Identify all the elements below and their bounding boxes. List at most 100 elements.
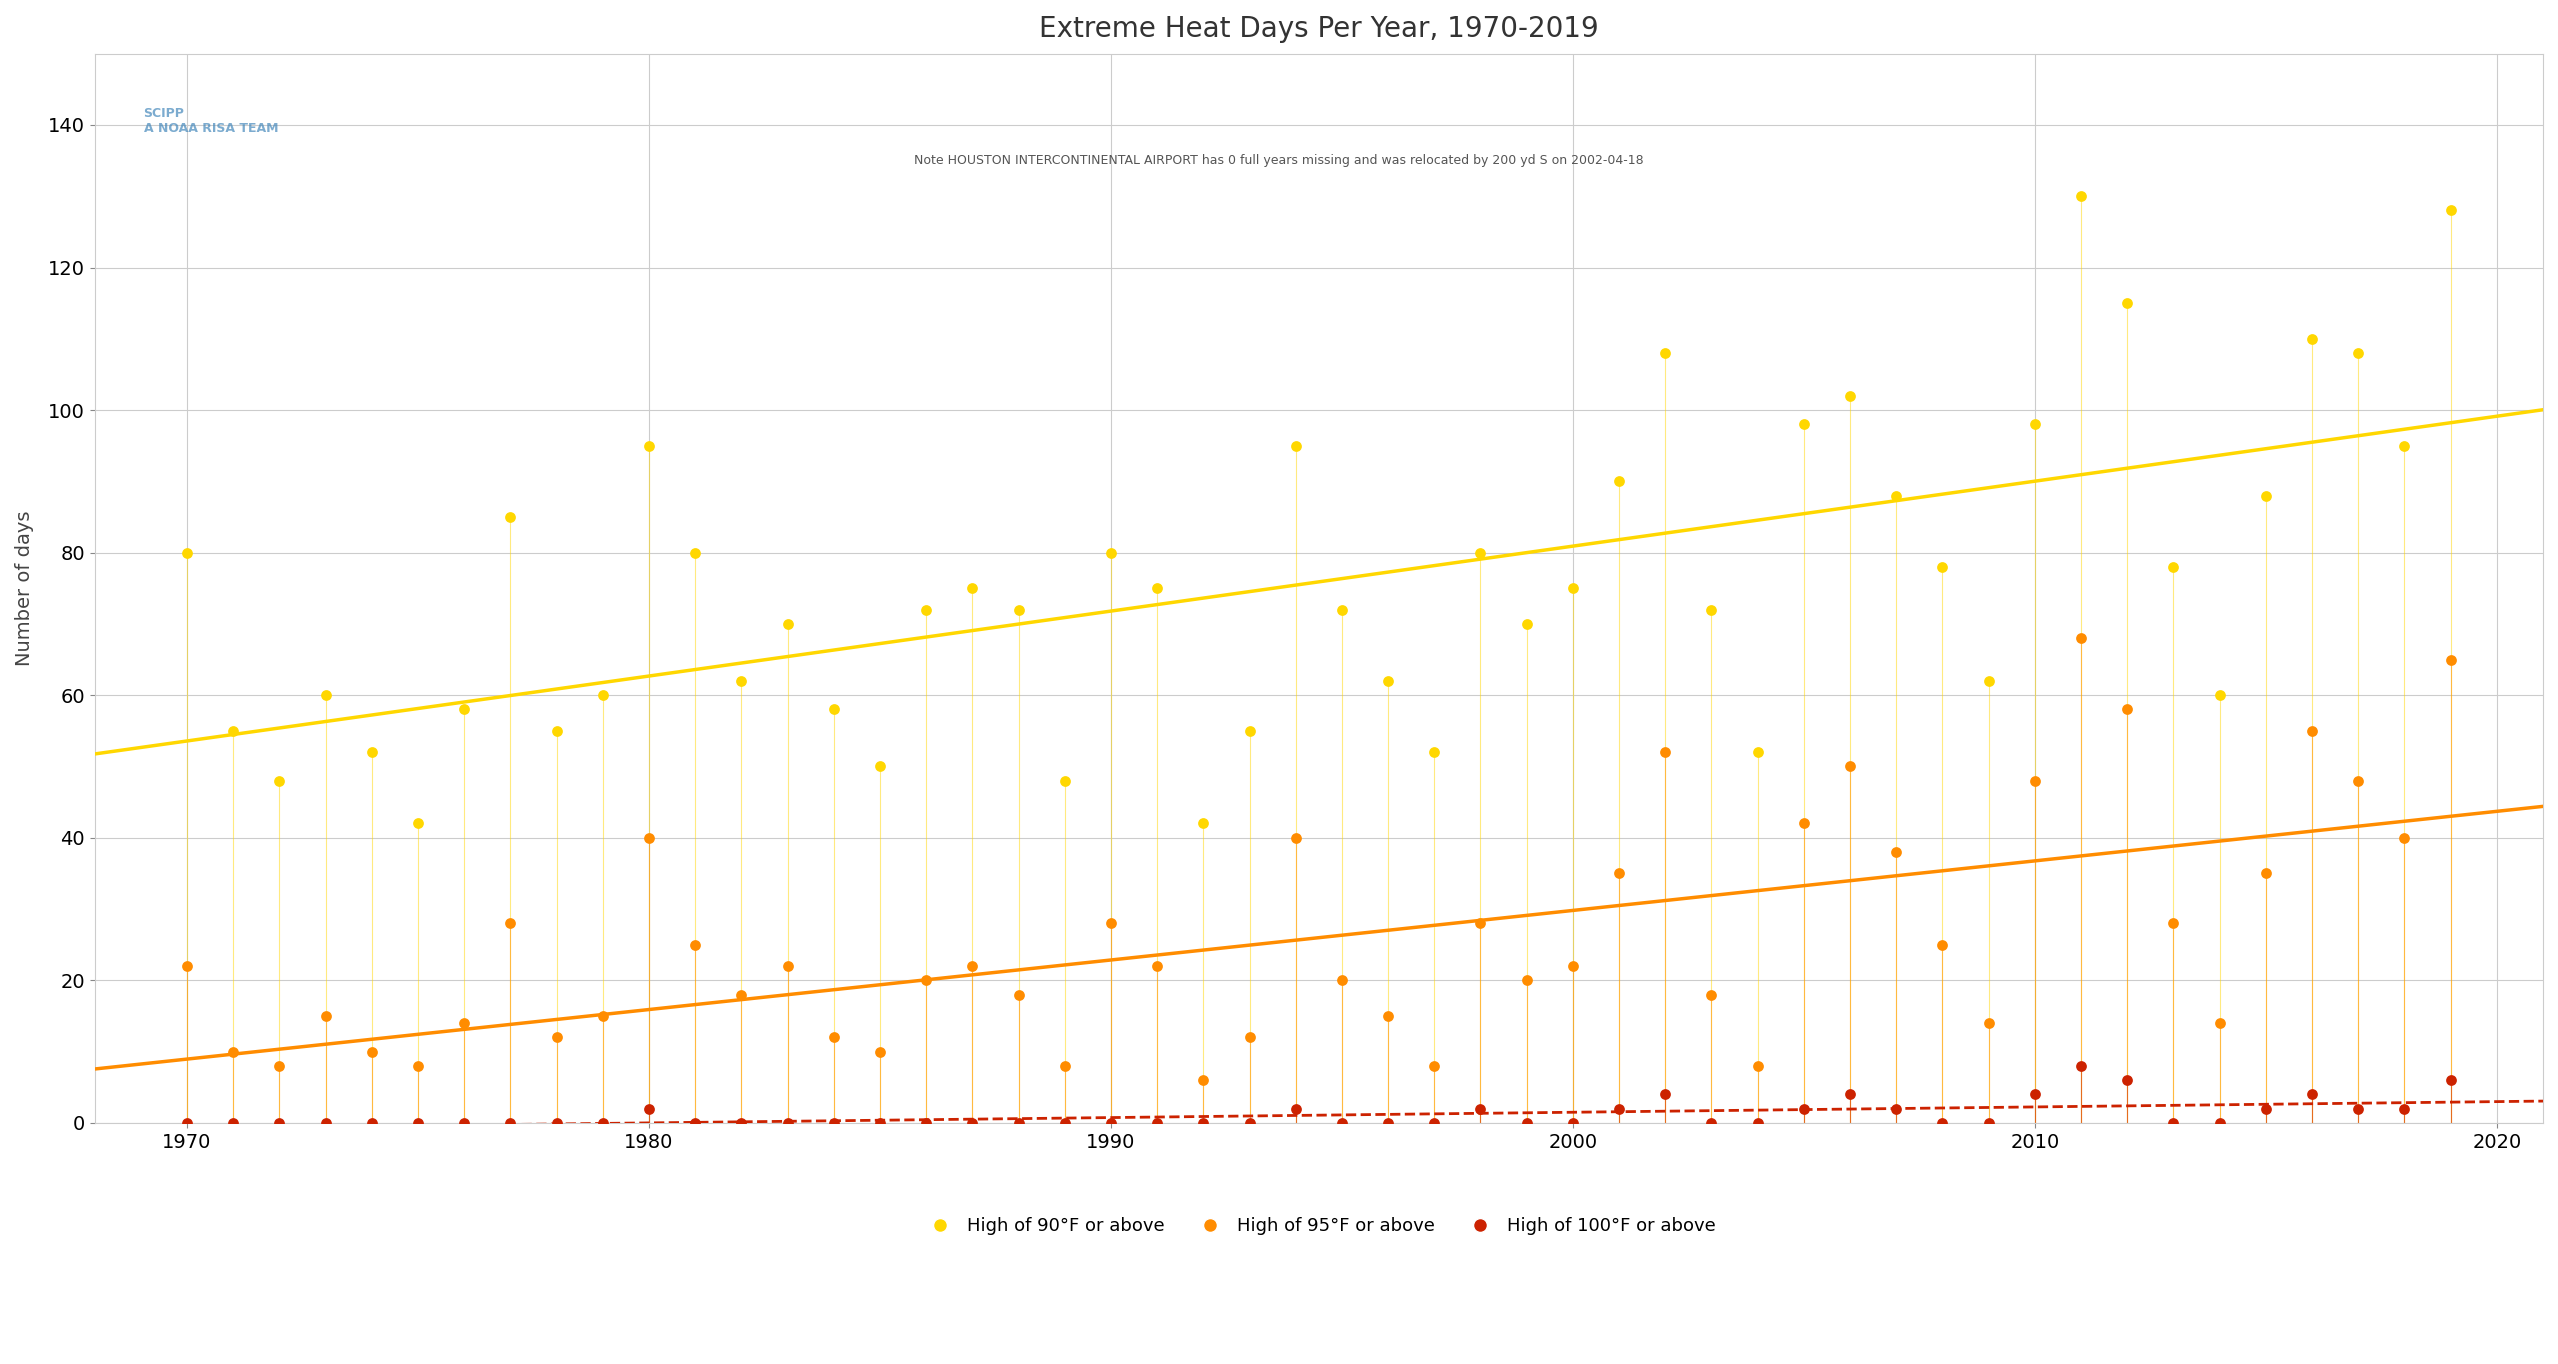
- Point: [491, 506, 532, 528]
- Point: [2013, 1083, 2054, 1105]
- Point: [304, 685, 345, 707]
- Point: [767, 955, 808, 977]
- Point: [859, 1112, 900, 1133]
- Point: [767, 1112, 808, 1133]
- Point: [1415, 1054, 1456, 1076]
- Point: [1044, 1054, 1085, 1076]
- Point: [2200, 1112, 2241, 1133]
- Point: [1599, 1098, 1640, 1120]
- Title: Extreme Heat Days Per Year, 1970-2019: Extreme Heat Days Per Year, 1970-2019: [1039, 15, 1599, 44]
- Point: [583, 1005, 624, 1027]
- Point: [396, 1112, 437, 1133]
- Point: [2430, 199, 2471, 221]
- Point: [2292, 327, 2333, 349]
- Point: [675, 1112, 716, 1133]
- Point: [166, 542, 207, 563]
- Point: [1228, 720, 1269, 742]
- Point: [443, 1112, 483, 1133]
- Point: [1044, 1112, 1085, 1133]
- Point: [1276, 827, 1317, 848]
- Point: [629, 435, 670, 457]
- Point: [1276, 1098, 1317, 1120]
- Point: [1090, 1112, 1131, 1133]
- Point: [1921, 557, 1962, 578]
- Point: [166, 955, 207, 977]
- Point: [952, 577, 993, 599]
- Point: [1553, 577, 1594, 599]
- Point: [1182, 1112, 1223, 1133]
- Point: [1921, 1112, 1962, 1133]
- Point: [998, 599, 1039, 621]
- Point: [1599, 471, 1640, 492]
- Point: [1553, 955, 1594, 977]
- Point: [1921, 934, 1962, 956]
- Point: [1553, 1112, 1594, 1133]
- Point: [767, 612, 808, 634]
- Point: [212, 720, 253, 742]
- Point: [1461, 913, 1502, 934]
- Point: [813, 698, 854, 720]
- Point: [2384, 827, 2425, 848]
- Point: [2200, 1012, 2241, 1034]
- Point: [1369, 670, 1409, 692]
- Point: [1875, 484, 1916, 506]
- Point: [1369, 1005, 1409, 1027]
- Y-axis label: Number of days: Number of days: [15, 510, 33, 666]
- Point: [721, 983, 762, 1005]
- Point: [537, 720, 578, 742]
- Point: [675, 934, 716, 956]
- Point: [166, 1112, 207, 1133]
- Text: SCIPP
A NOAA RISA TEAM: SCIPP A NOAA RISA TEAM: [143, 108, 279, 135]
- Point: [1783, 413, 1824, 435]
- Point: [258, 769, 299, 791]
- Point: [2338, 769, 2379, 791]
- Point: [1691, 599, 1732, 621]
- Legend: High of 90°F or above, High of 95°F or above, High of 100°F or above: High of 90°F or above, High of 95°F or a…: [916, 1210, 1724, 1243]
- Point: [1645, 342, 1686, 364]
- Point: [1967, 670, 2008, 692]
- Point: [583, 685, 624, 707]
- Point: [2108, 1069, 2149, 1091]
- Point: [1090, 542, 1131, 563]
- Point: [2013, 413, 2054, 435]
- Point: [396, 1054, 437, 1076]
- Point: [2108, 292, 2149, 314]
- Point: [998, 1112, 1039, 1133]
- Point: [537, 1027, 578, 1049]
- Point: [212, 1041, 253, 1063]
- Point: [952, 1112, 993, 1133]
- Point: [2338, 1098, 2379, 1120]
- Point: [491, 913, 532, 934]
- Point: [1228, 1027, 1269, 1049]
- Point: [859, 756, 900, 777]
- Point: [952, 955, 993, 977]
- Point: [2154, 1112, 2195, 1133]
- Point: [304, 1112, 345, 1133]
- Point: [1783, 813, 1824, 835]
- Point: [906, 970, 946, 992]
- Point: [1507, 970, 1548, 992]
- Point: [859, 1041, 900, 1063]
- Point: [1599, 862, 1640, 884]
- Point: [813, 1112, 854, 1133]
- Point: [350, 1112, 391, 1133]
- Point: [906, 599, 946, 621]
- Point: [1136, 1112, 1177, 1133]
- Point: [906, 1112, 946, 1133]
- Point: [350, 741, 391, 762]
- Point: [1369, 1112, 1409, 1133]
- Point: [1875, 842, 1916, 863]
- Point: [1322, 1112, 1363, 1133]
- Point: [721, 1112, 762, 1133]
- Point: [2062, 1054, 2103, 1076]
- Point: [2246, 862, 2287, 884]
- Point: [1967, 1112, 2008, 1133]
- Point: [1415, 1112, 1456, 1133]
- Point: [2062, 627, 2103, 649]
- Point: [212, 1112, 253, 1133]
- Text: Note HOUSTON INTERCONTINENTAL AIRPORT has 0 full years missing and was relocated: Note HOUSTON INTERCONTINENTAL AIRPORT ha…: [913, 154, 1645, 166]
- Point: [443, 698, 483, 720]
- Point: [2384, 1098, 2425, 1120]
- Point: [1691, 983, 1732, 1005]
- Point: [1090, 913, 1131, 934]
